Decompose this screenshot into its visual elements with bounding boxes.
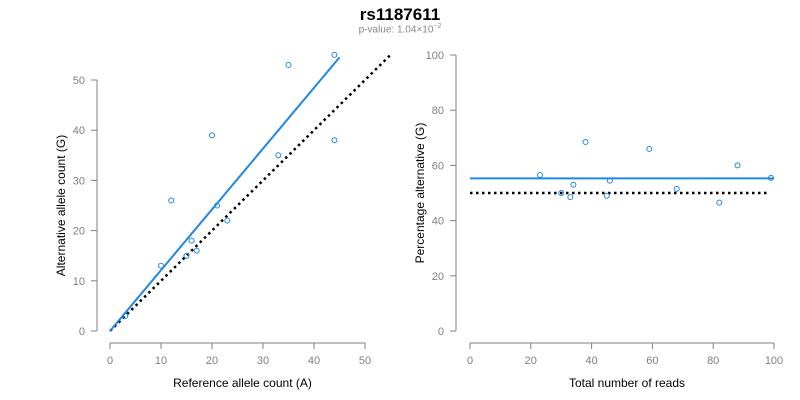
allele-count-data-point	[224, 217, 231, 224]
allele-count-y-tick-label: 20	[73, 226, 85, 238]
allele-count-data-point	[158, 262, 164, 269]
percentage-x-tick-label: 80	[707, 355, 719, 367]
allele-count-x-axis-label: Reference allele count (A)	[173, 376, 312, 390]
percentage-data-point	[536, 172, 543, 179]
allele-count-data-point	[122, 312, 129, 319]
allele-count-y-tick-label: 10	[73, 276, 85, 288]
allele-count-y-tick-label: 0	[79, 326, 85, 338]
percentage-data-point	[646, 145, 653, 152]
percentage-data-point	[716, 199, 723, 206]
allele-count-x-tick-label: 10	[155, 355, 167, 367]
percentage-y-tick-label: 20	[432, 271, 444, 283]
pvalue-times: ×	[416, 24, 423, 36]
allele-count-data-point	[285, 61, 292, 68]
percentage-data-point	[734, 162, 741, 169]
allele-count-x-tick-label: 20	[206, 355, 218, 367]
allele-count-data-point	[331, 51, 338, 58]
allele-count-y-tick-label: 40	[73, 125, 85, 137]
pvalue-mantissa: 1.04	[396, 24, 417, 36]
pvalue-label: p-value:	[358, 24, 397, 36]
percentage-data-point	[673, 185, 680, 192]
percentage-y-axis-label: Percentage alternative (G)	[413, 123, 427, 264]
pvalue-base: 10	[422, 24, 434, 36]
allele-count-data-point	[183, 252, 190, 259]
allele-count-data-point	[168, 197, 175, 204]
percentage-x-tick-label: 100	[765, 355, 783, 367]
allele-count-x-tick-label: 0	[107, 355, 113, 367]
allele-count-data-point	[214, 202, 221, 209]
percentage-x-tick-label: 0	[467, 355, 473, 367]
percentage-y-tick-label: 60	[432, 160, 444, 172]
percentage-data-point	[558, 190, 565, 196]
percentage-x-axis-label: Total number of reads	[569, 376, 685, 390]
percentage-data-point	[603, 192, 610, 199]
allele-count-x-tick-label: 40	[308, 355, 320, 367]
allele-count-data-point	[188, 237, 195, 244]
allele-count-x-tick-label: 30	[257, 355, 269, 367]
allele-count-y-tick-label: 30	[73, 175, 85, 187]
percentage-x-tick-label: 40	[585, 355, 597, 367]
allele-count-data-point	[275, 152, 282, 159]
allele-count-fit-line	[109, 56, 341, 332]
allele-count-y-axis-label: Alternative allele count (G)	[54, 135, 68, 276]
percentage-data-point	[606, 177, 613, 184]
percentage-data-point	[582, 138, 589, 145]
pvalue-exponent: −2	[433, 23, 442, 30]
allele-count-x-tick-label: 50	[359, 355, 371, 367]
percentage-data-point	[570, 181, 577, 188]
percentage-y-tick-label: 0	[438, 326, 444, 338]
allele-count-data-point	[193, 247, 200, 254]
percentage-y-tick-label: 100	[426, 50, 444, 62]
percentage-x-tick-label: 20	[525, 355, 537, 367]
chart-title: rs1187611	[359, 5, 441, 24]
percentage-data-point	[767, 174, 774, 181]
percentage-y-tick-label: 80	[432, 105, 444, 117]
percentage-y-tick-label: 40	[432, 216, 444, 228]
allele-count-reference-line	[109, 54, 392, 332]
allele-count-data-point	[209, 132, 215, 139]
chart-subtitle: p-value: 1.04×10−2	[0, 23, 800, 35]
allele-count-data-point	[331, 137, 338, 144]
percentage-data-point	[567, 194, 574, 201]
percentage-x-tick-label: 60	[646, 355, 658, 367]
allele-count-y-tick-label: 50	[73, 75, 85, 87]
